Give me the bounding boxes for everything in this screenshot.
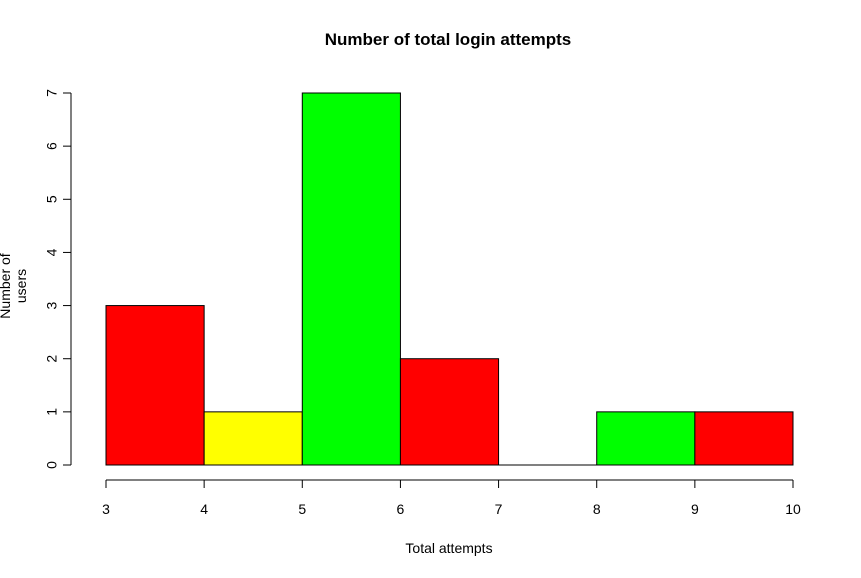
x-tick-label: 5 — [298, 501, 306, 517]
y-axis-label: Number of users — [0, 253, 29, 319]
y-tick-label: 0 — [44, 461, 60, 469]
y-tick-label: 5 — [44, 195, 60, 203]
histogram-bar — [105, 305, 205, 466]
x-tick-label: 8 — [593, 501, 601, 517]
histogram-bar — [301, 92, 401, 466]
histogram-bar — [399, 358, 500, 466]
chart-title: Number of total login attempts — [324, 30, 572, 49]
y-tick-label: 2 — [44, 355, 60, 363]
y-tick-label: 6 — [44, 142, 60, 150]
y-tick-label: 1 — [44, 408, 60, 416]
histogram-bar — [596, 411, 696, 466]
x-tick-label: 10 — [785, 501, 801, 517]
histogram-bar — [694, 411, 794, 466]
x-tick-label: 4 — [200, 501, 208, 517]
x-tick-label: 6 — [397, 501, 405, 517]
histogram-bar — [203, 411, 303, 466]
x-tick-label: 9 — [691, 501, 699, 517]
y-tick-label: 3 — [44, 301, 60, 309]
x-tick-label: 3 — [102, 501, 110, 517]
y-tick-label: 7 — [44, 89, 60, 97]
x-tick-label: 7 — [495, 501, 503, 517]
y-tick-label: 4 — [44, 248, 60, 256]
x-axis-label: Total attempts — [405, 540, 493, 556]
